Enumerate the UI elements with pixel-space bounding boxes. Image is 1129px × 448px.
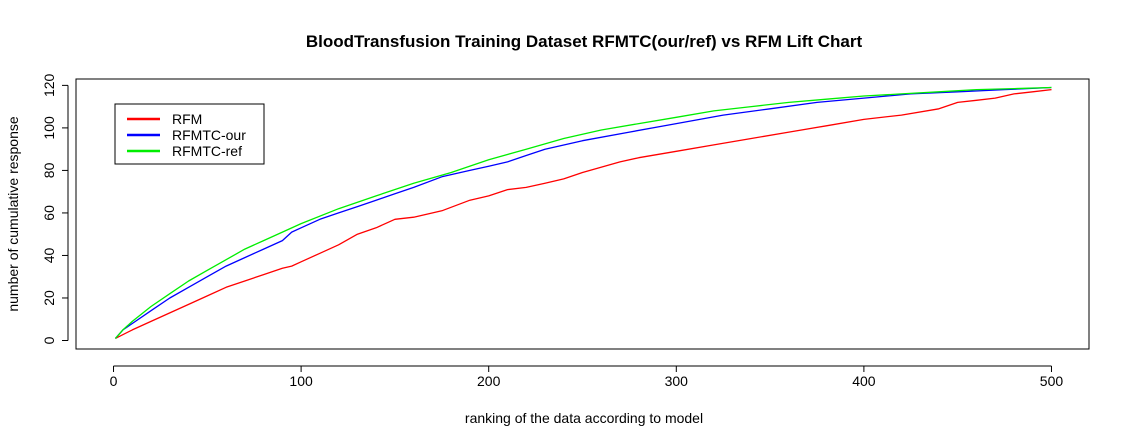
x-tick-label: 300 — [665, 373, 689, 389]
x-tick-label: 200 — [477, 373, 501, 389]
y-tick-label: 40 — [41, 247, 57, 263]
chart-title: BloodTransfusion Training Dataset RFMTC(… — [306, 32, 863, 51]
series-line-rfmtc-our — [114, 86, 1052, 339]
y-axis: 0 20 40 60 80 100 120 — [41, 73, 69, 344]
x-axis-label: ranking of the data according to model — [465, 410, 703, 426]
y-tick-label: 20 — [41, 290, 57, 306]
x-axis: 0 100 200 300 400 500 — [110, 365, 1064, 389]
series-line-rfm — [115, 88, 1052, 339]
y-tick-label: 100 — [41, 116, 57, 140]
x-tick-label: 500 — [1040, 373, 1064, 389]
y-axis-label: number of cumulative response — [5, 116, 21, 312]
legend-label: RFMTC-ref — [172, 143, 242, 159]
y-tick-label: 0 — [41, 336, 57, 344]
y-tick-label: 60 — [41, 205, 57, 221]
plot-lines — [114, 86, 1052, 339]
x-tick-label: 100 — [289, 373, 313, 389]
legend-label: RFM — [172, 111, 202, 127]
x-tick-label: 0 — [110, 373, 118, 389]
x-tick-label: 400 — [852, 373, 876, 389]
y-tick-label: 120 — [41, 73, 57, 97]
y-tick-label: 80 — [41, 162, 57, 178]
legend-label: RFMTC-our — [172, 127, 246, 143]
series-line-rfmtc-ref — [114, 86, 1052, 339]
plot-frame — [75, 78, 1090, 350]
